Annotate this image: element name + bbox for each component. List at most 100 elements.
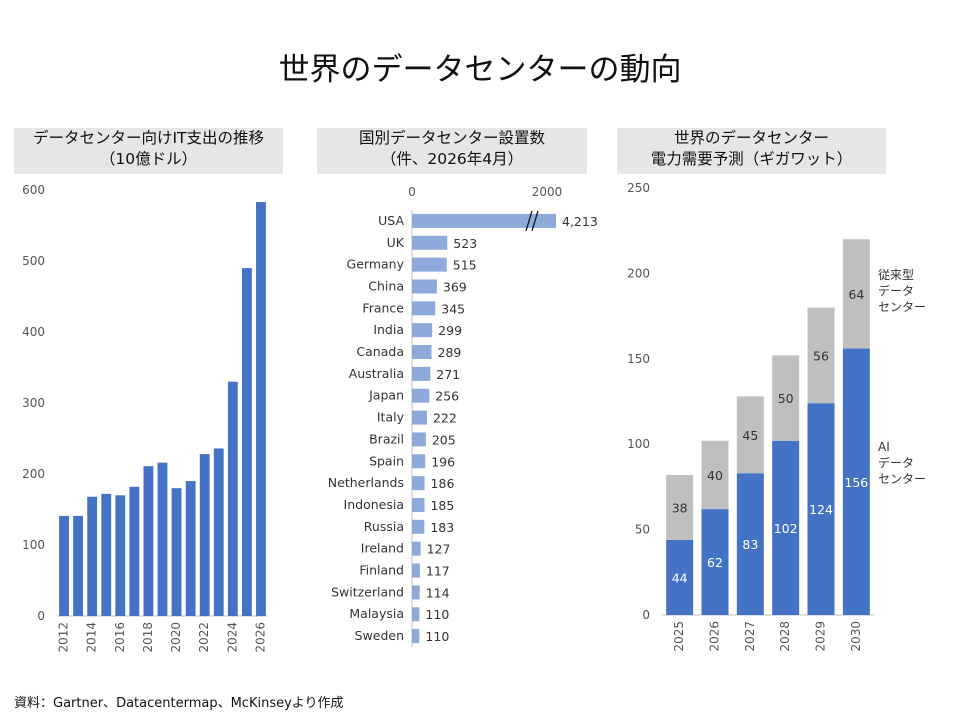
chart2-category-label: Russia: [364, 519, 404, 534]
chart2-data-label: 183: [430, 520, 454, 535]
chart2-category-label: Ireland: [361, 541, 404, 556]
chart2-data-label: 345: [441, 301, 465, 316]
chart2-data-label: 117: [426, 564, 450, 579]
chart2-category-label: Spain: [369, 453, 404, 468]
chart2-data-label: 369: [443, 279, 467, 294]
chart2-bar: [412, 563, 420, 578]
chart1-bar: [199, 454, 210, 616]
chart3-y-tick-label: 150: [627, 352, 650, 366]
chart3-bar-conventional: [842, 239, 870, 349]
chart3-header: 世界のデータセンター 電力需要予測（ギガワット）: [617, 128, 886, 174]
chart1-bar: [185, 481, 196, 616]
chart2-bar: [412, 629, 420, 644]
chart2-header: 国別データセンター設置数 （件、2026年4月）: [317, 128, 587, 174]
chart2-category-label: Finland: [359, 563, 404, 578]
chart3-legend-conventional-label: センター: [878, 300, 926, 314]
chart2-data-label: 185: [430, 498, 454, 513]
chart2-bar: [412, 345, 432, 360]
chart1-bar: [171, 488, 182, 616]
chart2-data-label: 114: [426, 585, 450, 600]
chart1-x-tick-label: 2014: [85, 622, 99, 653]
chart2-category-label: France: [362, 300, 404, 315]
chart2-x-tick-label: 2000: [532, 185, 563, 199]
chart3-data-label-ai: 102: [774, 521, 798, 536]
chart2-category-label: India: [373, 322, 404, 337]
chart1-x-tick-label: 2016: [113, 622, 127, 653]
chart2-category-label: Sweden: [355, 628, 404, 643]
chart3-legend-conventional-label: 従来型: [878, 268, 914, 282]
chart1-y-tick-label: 600: [22, 183, 45, 197]
chart1-bar: [87, 496, 98, 616]
chart2-data-label: 299: [438, 323, 462, 338]
chart3-bar-ai: [666, 539, 694, 615]
chart2-data-label: 289: [438, 345, 462, 360]
chart2-category-label: Malaysia: [349, 606, 404, 621]
chart2-bar: [412, 257, 447, 272]
chart2-bar: [412, 519, 425, 534]
chart1-bar: [213, 448, 224, 616]
chart2-data-label: 127: [427, 542, 451, 557]
chart1-bar: [143, 466, 154, 616]
chart1-x-tick-label: 2018: [141, 622, 155, 653]
chart2-data-label: 271: [436, 367, 460, 382]
chart2-bar: [412, 366, 431, 381]
chart2-category-label: Indonesia: [344, 497, 404, 512]
chart1-y-tick-label: 200: [22, 467, 45, 481]
chart2-data-label: 196: [431, 454, 455, 469]
chart3-y-tick-label: 50: [635, 523, 650, 537]
chart3-legend-ai-label: データ: [878, 455, 914, 470]
chart2-category-label: Germany: [347, 257, 405, 272]
chart1-bar: [129, 486, 140, 616]
chart2-category-label: China: [368, 278, 404, 293]
chart2-bar: [412, 301, 436, 316]
chart2-data-label: 110: [425, 629, 449, 644]
chart1-x-tick-label: 2022: [197, 622, 211, 653]
chart2-axis-break-mark: [531, 210, 539, 232]
chart3-bar-conventional: [666, 474, 694, 540]
chart2-title: 国別データセンター設置数: [358, 129, 545, 147]
chart1-x-tick-label: 2024: [225, 622, 239, 653]
chart3-bar-ai: [772, 440, 800, 615]
chart2-data-label: 515: [453, 258, 477, 273]
chart2-category-label: Japan: [368, 388, 404, 403]
chart2-bar: [412, 323, 433, 338]
chart1-x-tick-label: 2026: [253, 622, 267, 653]
chart1-header: データセンター向けIT支出の推移 （10億ドル）: [14, 128, 283, 174]
chart2-category-label: Brazil: [369, 431, 404, 446]
chart2-data-label: 256: [435, 389, 459, 404]
chart3-bar-ai: [842, 348, 870, 615]
chart3-bar-ai: [807, 403, 835, 615]
chart2-bar: [412, 476, 425, 491]
chart3-data-label-ai: 62: [707, 555, 723, 570]
chart2-bar: [412, 607, 420, 622]
chart1-bar: [59, 515, 69, 616]
chart2-data-label: 205: [432, 432, 456, 447]
chart1-y-tick-label: 300: [22, 396, 45, 410]
chart1-bar: [241, 268, 252, 616]
chart2-data-label: 4,213: [562, 214, 598, 229]
chart3-data-label-conventional: 56: [813, 348, 829, 363]
chart2-bar: [412, 388, 430, 403]
chart1-y-tick-label: 400: [22, 325, 45, 339]
chart1-y-tick-label: 500: [22, 254, 45, 268]
chart1-x-tick-label: 2012: [57, 622, 71, 653]
chart3-subtitle: 電力需要予測（ギガワット）: [650, 150, 853, 168]
chart2-bar: [412, 585, 420, 600]
chart2-subtitle: （件、2026年4月）: [380, 150, 524, 168]
chart3-y-tick-label: 200: [627, 266, 650, 280]
chart1-subtitle: （10億ドル）: [99, 150, 198, 168]
chart3-data-label-conventional: 38: [672, 500, 688, 515]
chart3-x-tick-label: 2030: [849, 621, 863, 652]
chart2-bar: [412, 410, 427, 425]
chart3-legend-conventional-label: データ: [878, 283, 914, 298]
chart2-category-label: UK: [387, 235, 405, 250]
chart3-bar-conventional: [701, 440, 729, 510]
chart3-x-tick-label: 2029: [814, 621, 828, 652]
chart1-bar: [73, 515, 84, 616]
chart3-x-tick-label: 2025: [672, 621, 686, 652]
chart3-y-tick-label: 0: [642, 608, 650, 622]
chart2-data-label: 110: [425, 607, 449, 622]
chart3-bar-conventional: [807, 307, 835, 404]
chart3-title: 世界のデータセンター: [673, 129, 829, 147]
chart1-bar: [157, 462, 168, 616]
